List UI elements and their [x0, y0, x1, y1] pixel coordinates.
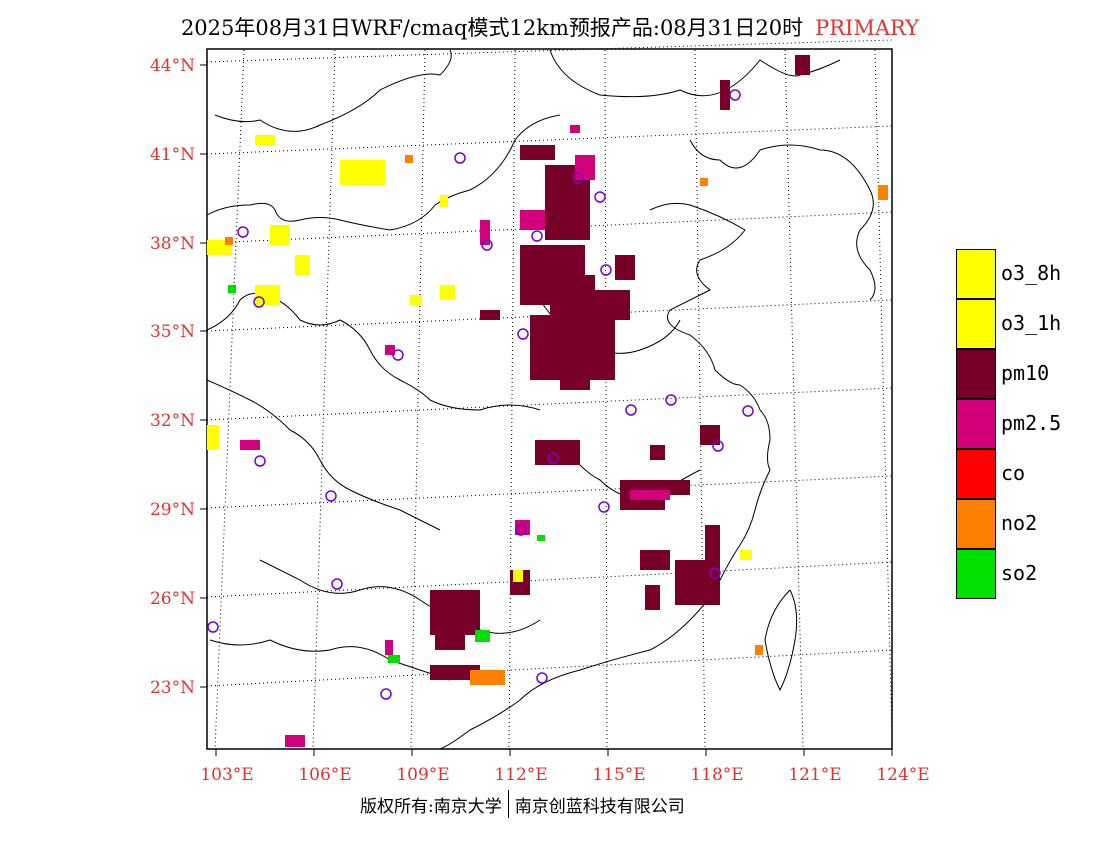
legend-label: no2	[1001, 511, 1038, 535]
copyright-footer: 版权所有:南京大学 南京创蓝科技有限公司	[360, 790, 685, 818]
lat-label: 44°N	[150, 56, 195, 76]
legend-label: so2	[1001, 561, 1038, 585]
legend-item: so2	[956, 549, 1100, 599]
longitude-ticks	[215, 749, 893, 756]
legend-item: o3_1h	[956, 299, 1100, 349]
lon-label: 115°E	[592, 765, 645, 785]
so2-areas	[228, 285, 545, 663]
legend-item: co	[956, 449, 1100, 499]
lat-label: 35°N	[150, 322, 195, 342]
lat-label: 32°N	[150, 411, 195, 431]
lat-label: 23°N	[150, 678, 195, 698]
longitude-labels: 103°E 106°E 109°E 112°E 115°E 118°E 121°…	[200, 765, 929, 785]
lat-label: 26°N	[150, 589, 195, 609]
copyright-right: 南京创蓝科技有限公司	[514, 796, 685, 817]
station-markers	[207, 89, 754, 700]
o3-areas	[207, 135, 752, 582]
lon-label: 118°E	[690, 765, 743, 785]
legend-item: o3_8h	[956, 249, 1100, 299]
legend-label: pm10	[1001, 361, 1050, 385]
legend-item: pm2.5	[956, 399, 1100, 449]
coastlines-and-borders	[206, 49, 876, 750]
latitude-gridlines	[206, 39, 893, 687]
legend-swatch	[956, 499, 996, 549]
legend-swatch	[956, 299, 996, 349]
pm10-areas	[430, 55, 810, 680]
lon-label: 121°E	[788, 765, 841, 785]
legend-swatch	[956, 399, 996, 449]
legend-swatch	[956, 549, 996, 599]
latitude-labels: 44°N 41°N 38°N 35°N 32°N 29°N 26°N 23°N	[150, 56, 195, 698]
legend-swatch	[956, 449, 996, 499]
lat-label: 29°N	[150, 500, 195, 520]
legend-label: o3_1h	[1001, 311, 1062, 335]
legend-item: pm10	[956, 349, 1100, 399]
map-title: 2025年08月31日WRF/cmaq模式12km预报产品:08月31日20时 P…	[0, 12, 1100, 42]
legend-item: no2	[956, 499, 1100, 549]
lon-label: 124°E	[876, 765, 929, 785]
legend-label: o3_8h	[1001, 261, 1062, 285]
lon-label: 112°E	[494, 765, 547, 785]
legend-label: co	[1001, 461, 1026, 485]
latitude-ticks	[200, 64, 207, 688]
longitude-gridlines	[214, 49, 893, 750]
legend-label: pm2.5	[1001, 411, 1062, 435]
lon-label: 106°E	[298, 765, 351, 785]
lat-label: 38°N	[150, 234, 195, 254]
copyright-left: 版权所有:南京大学	[360, 796, 502, 817]
lon-label: 109°E	[396, 765, 449, 785]
title-main: 2025年08月31日WRF/cmaq模式12km预报产品:08月31日20时	[180, 16, 804, 40]
lon-label: 103°E	[200, 765, 253, 785]
legend-swatch	[956, 249, 996, 299]
lat-label: 41°N	[150, 145, 195, 165]
legend-swatch	[956, 349, 996, 399]
no2-areas	[225, 155, 888, 685]
footer-divider	[507, 790, 509, 818]
title-tag: PRIMARY	[815, 16, 920, 40]
